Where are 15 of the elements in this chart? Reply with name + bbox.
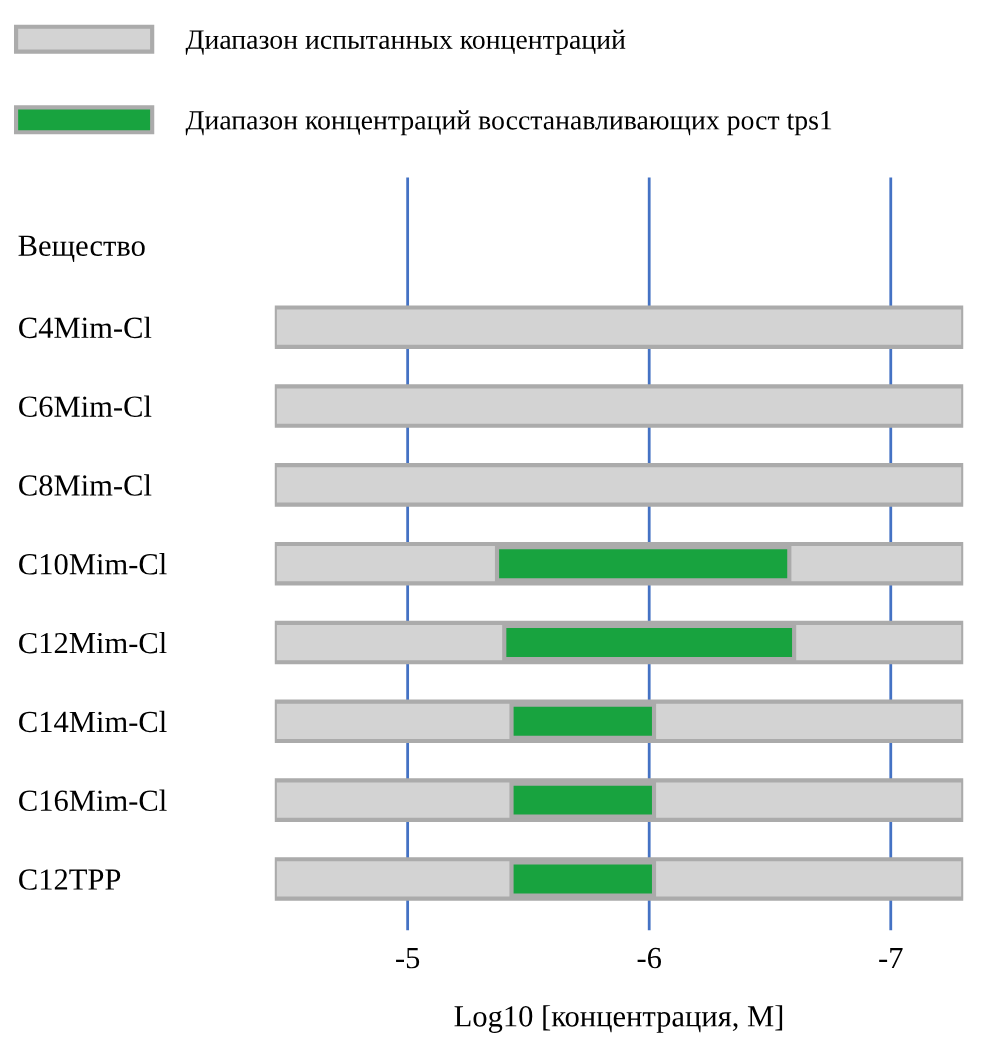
y-tick-label: C12Mim-Cl bbox=[19, 631, 167, 654]
y-tick-label: C14Mim-Cl bbox=[19, 710, 167, 733]
y-axis-title: Вещество bbox=[18, 235, 145, 263]
x-axis-title: Log10 [концентрация, M] bbox=[454, 1005, 783, 1033]
legend-label: Диапазон концентраций восстанавливающих рост tps1 bbox=[185, 110, 832, 136]
y-tick-label: C10Mim-Cl bbox=[19, 553, 167, 575]
x-tick-label: -5 bbox=[396, 948, 420, 969]
y-tick-label: C8Mim-Cl bbox=[19, 474, 152, 496]
x-tick-label: -7 bbox=[879, 948, 903, 969]
y-tick-label: C16Mim-Cl bbox=[19, 789, 167, 812]
legend-label: Диапазон испытанных концентраций bbox=[185, 29, 626, 55]
x-tick-label: -6 bbox=[637, 947, 662, 969]
y-tick-label: C6Mim-Cl bbox=[19, 395, 152, 417]
y-tick-label: C12TPP bbox=[19, 869, 121, 890]
y-tick-label: C4Mim-Cl bbox=[19, 316, 152, 339]
